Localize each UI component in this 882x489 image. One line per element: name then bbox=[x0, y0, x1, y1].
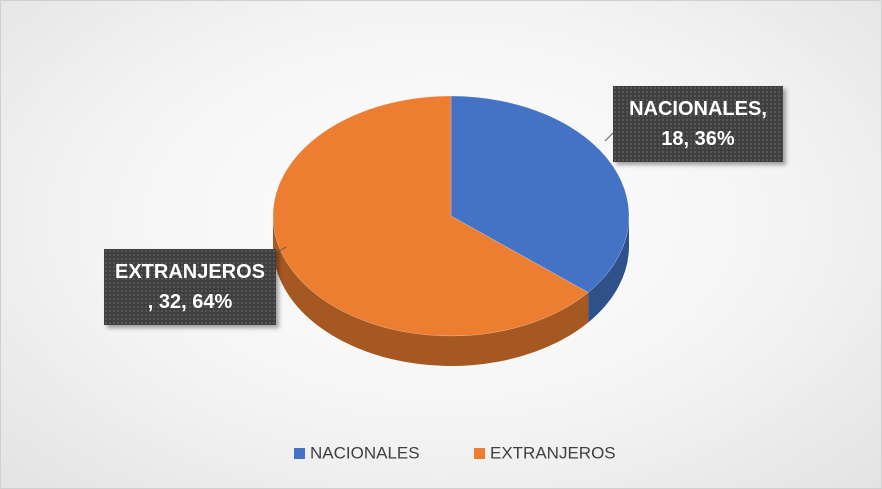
pie-slice bbox=[272, 95, 589, 337]
legend-swatch bbox=[294, 448, 305, 459]
pie-slice bbox=[450, 95, 630, 293]
legend-label: NACIONALES bbox=[310, 443, 420, 462]
slice-depth bbox=[588, 216, 629, 323]
data-label: NACIONALES, 18, 36% bbox=[613, 86, 783, 162]
data-label: EXTRANJEROS , 32, 64% bbox=[104, 249, 276, 325]
leader-line bbox=[275, 246, 287, 254]
legend-label: EXTRANJEROS bbox=[490, 443, 616, 462]
leader-line bbox=[604, 132, 614, 142]
legend-swatch bbox=[474, 448, 485, 459]
slice-depth bbox=[273, 216, 589, 367]
